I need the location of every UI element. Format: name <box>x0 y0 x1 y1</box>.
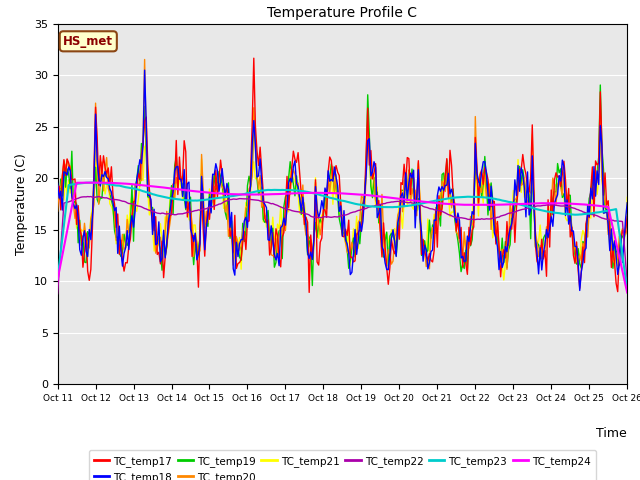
TC_temp23 <box>623 287 631 293</box>
Line: TC_temp21: TC_temp21 <box>58 132 627 280</box>
TC_temp20 <box>54 208 61 214</box>
TC_temp20 <box>70 202 77 207</box>
TC_temp20 <box>623 228 631 233</box>
TC_temp21 <box>380 244 387 250</box>
TC_temp23 <box>54 276 61 281</box>
TC_temp19 <box>70 201 77 206</box>
TC_temp19 <box>399 188 406 193</box>
TC_temp23 <box>380 204 387 210</box>
TC_temp23 <box>161 194 169 200</box>
TC_temp21 <box>364 129 372 135</box>
TC_temp24 <box>70 196 77 202</box>
TC_temp21 <box>623 194 631 200</box>
TC_temp23 <box>412 202 419 207</box>
TC_temp18 <box>412 225 419 231</box>
Text: Time: Time <box>596 427 627 440</box>
Line: TC_temp22: TC_temp22 <box>58 196 627 294</box>
TC_temp23 <box>399 204 406 209</box>
TC_temp18 <box>141 67 148 73</box>
TC_temp21 <box>500 277 508 283</box>
TC_temp21 <box>557 181 564 187</box>
TC_temp24 <box>399 196 406 202</box>
TC_temp18 <box>556 173 563 179</box>
Title: Temperature Profile C: Temperature Profile C <box>268 6 417 20</box>
TC_temp20 <box>412 187 419 193</box>
TC_temp22 <box>95 193 102 199</box>
Line: TC_temp23: TC_temp23 <box>58 182 627 290</box>
Text: HS_met: HS_met <box>63 35 113 48</box>
TC_temp22 <box>54 291 61 297</box>
TC_temp24 <box>161 185 169 191</box>
TC_temp22 <box>399 199 406 204</box>
TC_temp24 <box>623 289 631 295</box>
TC_temp21 <box>70 200 77 206</box>
TC_temp18 <box>399 190 406 196</box>
Line: TC_temp19: TC_temp19 <box>58 85 627 286</box>
Y-axis label: Temperature (C): Temperature (C) <box>15 153 28 255</box>
TC_temp20 <box>161 230 169 236</box>
TC_temp21 <box>412 193 419 199</box>
Line: TC_temp20: TC_temp20 <box>58 60 627 269</box>
TC_temp19 <box>308 283 316 288</box>
TC_temp19 <box>412 209 419 215</box>
TC_temp17 <box>557 183 564 189</box>
TC_temp20 <box>503 266 511 272</box>
Line: TC_temp24: TC_temp24 <box>58 182 627 292</box>
TC_temp18 <box>623 200 631 205</box>
TC_temp19 <box>160 232 168 238</box>
TC_temp17 <box>160 275 168 280</box>
Line: TC_temp18: TC_temp18 <box>58 70 627 290</box>
TC_temp23 <box>556 210 563 216</box>
TC_temp21 <box>54 183 61 189</box>
TC_temp18 <box>576 288 584 293</box>
TC_temp19 <box>596 82 604 88</box>
TC_temp17 <box>400 161 408 167</box>
TC_temp20 <box>380 229 387 235</box>
TC_temp19 <box>380 254 387 260</box>
TC_temp23 <box>70 181 77 187</box>
TC_temp22 <box>412 201 419 207</box>
TC_temp22 <box>556 203 563 209</box>
TC_temp19 <box>623 216 631 222</box>
TC_temp23 <box>87 180 95 185</box>
TC_temp17 <box>413 197 420 203</box>
TC_temp24 <box>88 180 96 185</box>
TC_temp22 <box>623 280 631 286</box>
TC_temp18 <box>380 248 387 253</box>
TC_temp18 <box>161 255 169 261</box>
TC_temp24 <box>412 198 419 204</box>
TC_temp21 <box>399 226 406 231</box>
TC_temp21 <box>160 244 168 250</box>
TC_temp22 <box>380 201 387 206</box>
TC_temp17 <box>70 177 77 182</box>
TC_temp18 <box>54 180 61 186</box>
TC_temp24 <box>380 194 387 200</box>
Line: TC_temp17: TC_temp17 <box>58 58 627 292</box>
TC_temp18 <box>70 201 77 206</box>
TC_temp24 <box>556 200 563 206</box>
Legend: TC_temp17, TC_temp18, TC_temp19, TC_temp20, TC_temp21, TC_temp22, TC_temp23, TC_: TC_temp17, TC_temp18, TC_temp19, TC_temp… <box>88 450 596 480</box>
TC_temp17 <box>250 55 258 61</box>
TC_temp22 <box>161 211 169 217</box>
TC_temp17 <box>54 186 61 192</box>
TC_temp17 <box>305 289 313 295</box>
TC_temp17 <box>381 244 389 250</box>
TC_temp19 <box>54 192 61 198</box>
TC_temp19 <box>556 170 563 176</box>
TC_temp20 <box>399 209 406 215</box>
TC_temp24 <box>54 276 61 282</box>
TC_temp17 <box>623 214 631 219</box>
TC_temp20 <box>557 185 564 191</box>
TC_temp20 <box>141 57 148 62</box>
TC_temp22 <box>70 197 77 203</box>
